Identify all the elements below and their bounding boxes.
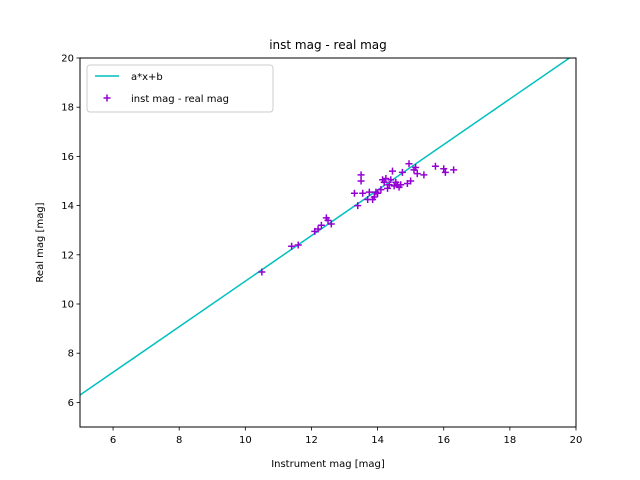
data-point [405, 160, 413, 168]
data-point [377, 186, 385, 194]
y-tick-label: 16 [61, 152, 74, 163]
data-point [314, 225, 322, 233]
data-point [431, 162, 439, 170]
legend-label-fit: a*x+b [131, 72, 163, 83]
y-tick-label: 14 [61, 201, 74, 212]
data-point [390, 182, 398, 190]
data-point [374, 189, 382, 197]
legend-label-points: inst mag - real mag [131, 94, 229, 105]
legend-plus-marker [103, 94, 111, 102]
x-tick-label: 8 [176, 435, 182, 446]
data-point [317, 221, 325, 229]
data-point [357, 177, 365, 185]
data-point [380, 178, 388, 186]
x-axis: 6 8 10 12 14 16 18 20 [110, 427, 582, 446]
data-point [382, 175, 390, 183]
x-tick-label: 6 [110, 435, 116, 446]
legend-box [86, 64, 274, 113]
data-point [407, 177, 415, 185]
y-tick-label: 6 [68, 398, 74, 409]
data-point [385, 181, 393, 189]
plot-frame [79, 57, 577, 428]
data-point [327, 220, 335, 228]
data-point [384, 184, 392, 192]
data-point [365, 188, 373, 196]
data-point [387, 176, 395, 184]
data-point [359, 189, 367, 197]
data-point [412, 163, 420, 171]
data-point [258, 268, 266, 276]
data-point [450, 166, 458, 174]
y-axis-label: Real mag [mag] [35, 202, 46, 282]
data-point [288, 242, 296, 250]
data-point [388, 167, 396, 175]
legend: a*x+b inst mag - real mag [86, 64, 274, 113]
x-tick-label: 16 [437, 435, 450, 446]
x-tick-label: 14 [371, 435, 384, 446]
x-axis-label: Instrument mag [mag] [271, 459, 385, 470]
plot-area [79, 57, 577, 428]
y-tick-label: 10 [61, 300, 74, 311]
x-tick-label: 12 [305, 435, 318, 446]
data-point [324, 216, 332, 224]
data-point [441, 168, 449, 176]
data-point [370, 193, 378, 201]
y-tick-label: 8 [68, 349, 74, 360]
data-point [357, 171, 365, 179]
x-tick-label: 10 [239, 435, 252, 446]
data-point [397, 181, 405, 189]
data-point [354, 202, 362, 210]
x-tick-label: 18 [503, 435, 516, 446]
y-tick-label: 20 [61, 54, 74, 65]
data-point [413, 170, 421, 178]
fit-line [80, 58, 570, 396]
data-point [398, 168, 406, 176]
data-point [420, 171, 428, 179]
data-point [350, 189, 358, 197]
x-tick-label: 20 [570, 435, 583, 446]
y-tick-label: 12 [61, 250, 74, 261]
data-point [294, 241, 302, 249]
y-axis: 6 8 10 12 14 16 18 20 [61, 54, 80, 409]
legend-marker-swatch [103, 94, 111, 102]
y-tick-label: 18 [61, 103, 74, 114]
chart-title: inst mag - real mag [269, 38, 387, 52]
plot-background [80, 58, 576, 427]
data-point [440, 165, 448, 173]
